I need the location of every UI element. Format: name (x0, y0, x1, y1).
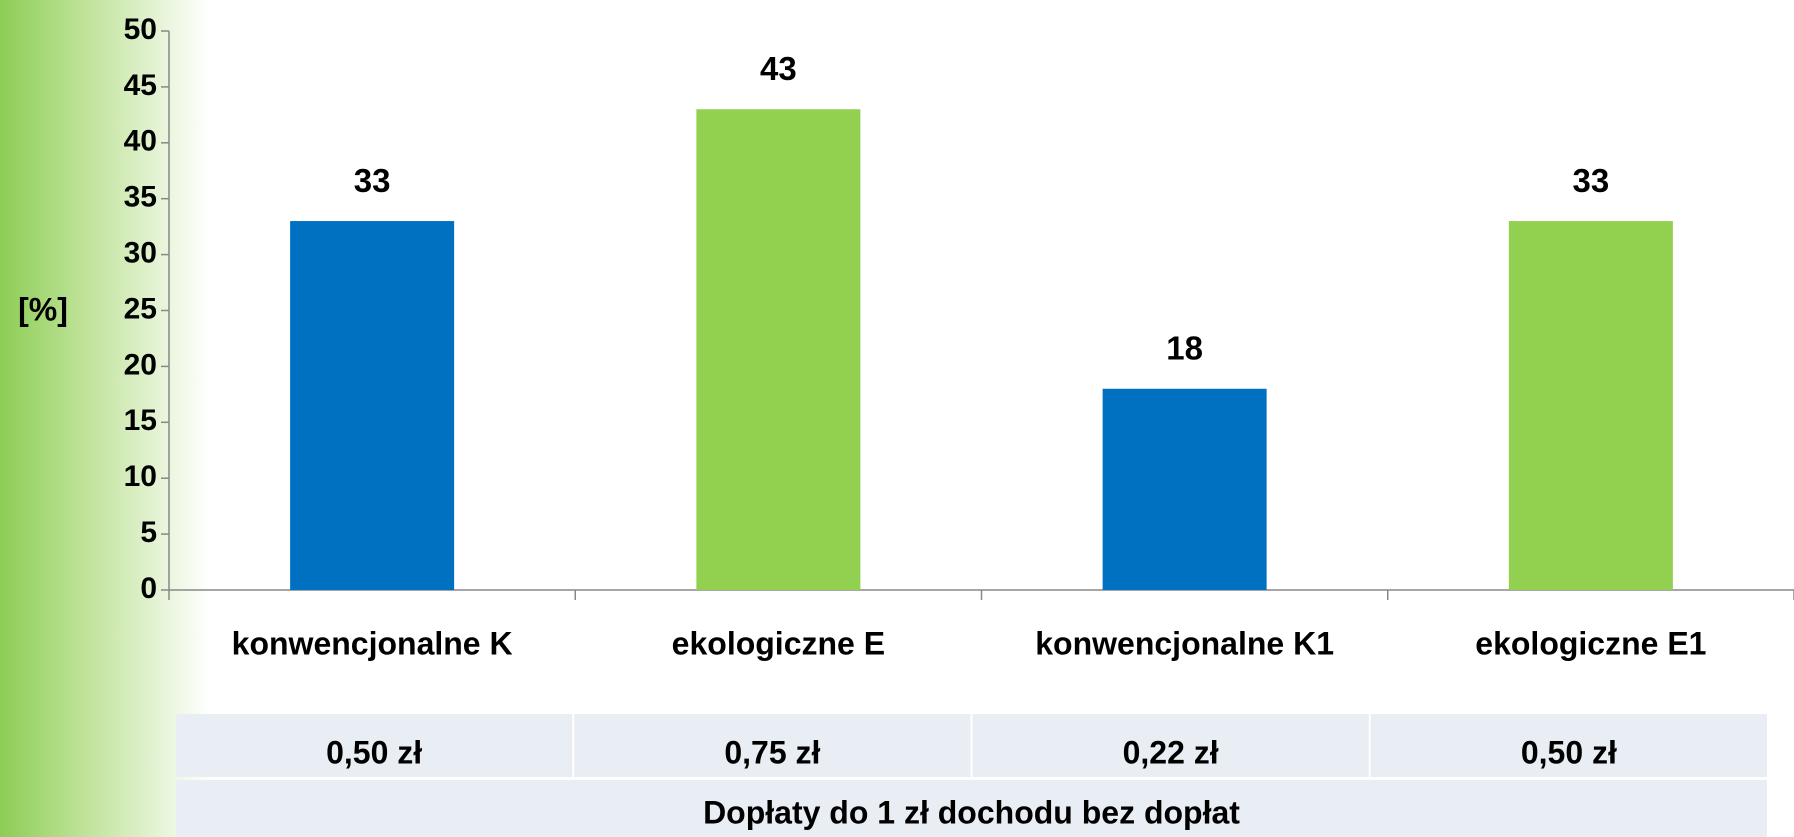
table-cell-text: 0,50 zł (326, 734, 422, 770)
x-tick-label: konwencjonalne K1 (1035, 625, 1334, 661)
side-stripe (0, 0, 210, 837)
y-tick-label: 30 (124, 237, 157, 270)
bar (1102, 388, 1267, 590)
table-cell-text: 0,22 zł (1123, 734, 1219, 770)
y-tick-label: 40 (124, 125, 157, 158)
table-cell-text: 0,50 zł (1521, 734, 1617, 770)
y-tick-label: 15 (124, 404, 157, 437)
y-tick-label: 25 (124, 292, 157, 325)
table-cell (574, 714, 971, 777)
data-label: 18 (1166, 329, 1203, 366)
y-tick-label: 35 (124, 181, 157, 214)
data-label: 43 (760, 50, 797, 87)
bar (696, 109, 861, 590)
data-label: 33 (1573, 162, 1610, 199)
x-tick-label: ekologiczne E1 (1475, 625, 1706, 661)
y-tick-label: 50 (124, 13, 157, 46)
table-caption-cell (176, 780, 1767, 837)
table-cell (1370, 714, 1767, 777)
table-cell (176, 714, 573, 777)
y-tick-label: 20 (124, 348, 157, 381)
bar (1508, 221, 1673, 590)
data-label: 33 (354, 162, 391, 199)
table-cell-text: 0,75 zł (724, 734, 820, 770)
table-caption: Dopłaty do 1 zł dochodu bez dopłat (703, 794, 1240, 830)
bar (290, 221, 455, 590)
y-tick-label: 10 (124, 460, 157, 493)
x-tick-label: konwencjonalne K (232, 625, 513, 661)
table-cell (972, 714, 1369, 777)
x-tick-label: ekologiczne E (672, 625, 885, 661)
y-tick-label: 45 (124, 69, 157, 102)
y-tick-label: 0 (140, 572, 157, 605)
y-tick-label: 5 (140, 516, 157, 549)
y-axis-label: [%] (18, 291, 68, 327)
